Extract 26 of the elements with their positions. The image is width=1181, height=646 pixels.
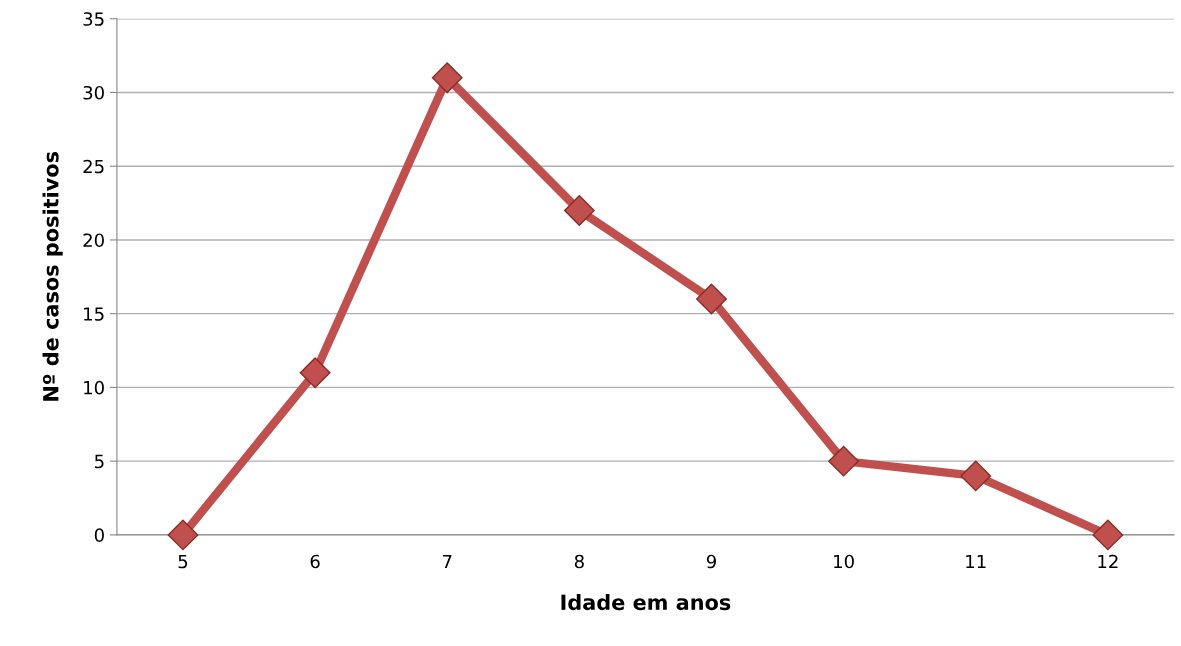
- point: [167, 519, 199, 551]
- y-tick-label: 15: [84, 307, 104, 321]
- x-tick-label: 12: [1098, 554, 1118, 569]
- point: [299, 357, 331, 389]
- x-tick-label: 9: [706, 554, 716, 569]
- y-tick-label: 30: [83, 85, 104, 100]
- x-axis-title: Idade em anos: [561, 594, 731, 611]
- point: [828, 445, 860, 477]
- y-axis-title: Nº de casos positivos: [42, 151, 63, 401]
- point: [563, 195, 595, 226]
- y-tick-label: 20: [83, 233, 104, 248]
- y-tick-label: 25: [83, 159, 104, 174]
- x-tick-label: 6: [310, 554, 320, 569]
- point: [960, 460, 992, 492]
- x-tick-label: 10: [834, 554, 854, 569]
- point: [431, 62, 463, 94]
- x-tick-label: 7: [442, 554, 452, 569]
- y-tick-label: 0: [94, 528, 104, 542]
- x-tick-label: 11: [966, 554, 986, 569]
- y-tick-label: 10: [84, 380, 104, 395]
- point: [1092, 519, 1124, 551]
- y-tick-label: 5: [95, 454, 104, 469]
- y-tick-label: 35: [83, 12, 104, 26]
- x-tick-label: 8: [574, 554, 584, 569]
- point: [696, 283, 727, 315]
- x-tick-label: 5: [178, 554, 188, 569]
